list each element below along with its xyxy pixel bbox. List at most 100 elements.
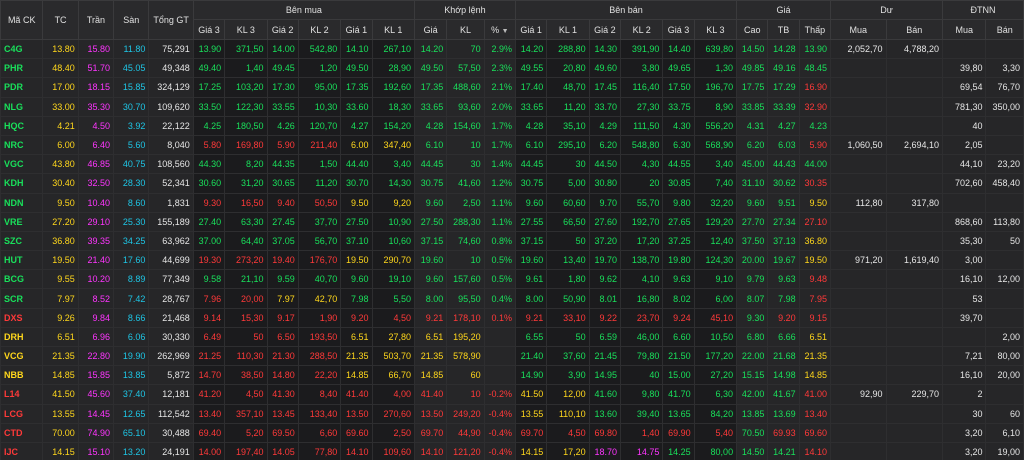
cell-sell-vol-1: 110,10 xyxy=(546,403,590,424)
cell-symbol[interactable]: SZC xyxy=(0,230,44,252)
col-total[interactable]: Tổng GT xyxy=(148,0,194,40)
cell-symbol[interactable]: HQC xyxy=(0,115,44,136)
cell-ceil: 74.90 xyxy=(77,422,115,443)
cell-buy-price-1: 44.40 xyxy=(340,154,373,175)
cell-symbol[interactable]: PDR xyxy=(0,77,44,98)
cell-sell-price-1: 69.70 xyxy=(514,422,548,443)
table-row[interactable]: C4G 13.80 15.80 11.80 75,291 13.90 371,50 14.00… xyxy=(0,38,1024,60)
col-ceil[interactable]: Trần xyxy=(77,0,115,40)
col-high[interactable]: Cao xyxy=(736,19,769,40)
cell-high: 20.00 xyxy=(736,250,769,271)
col-buy-vol-2[interactable]: KL 2 xyxy=(297,19,342,40)
table-row[interactable]: LCG 13.55 14.45 12.65 112,542 13.40 357,10 13.4… xyxy=(0,403,1024,424)
col-buy-price-1[interactable]: Giá 1 xyxy=(340,19,373,40)
col-buy-price-2[interactable]: Giá 2 xyxy=(266,19,299,40)
col-sell-vol-3[interactable]: KL 3 xyxy=(693,19,738,40)
cell-symbol[interactable]: VCG xyxy=(0,345,44,367)
col-sell-price-2[interactable]: Giá 2 xyxy=(588,19,621,40)
cell-avg: 30.62 xyxy=(767,173,800,194)
col-ref[interactable]: TC xyxy=(42,0,79,40)
cell-symbol[interactable]: NLG xyxy=(0,96,44,117)
cell-buy-vol-1: 10,90 xyxy=(371,211,415,232)
cell-symbol[interactable]: C4G xyxy=(0,38,44,60)
table-row[interactable]: HUT 19.50 21.40 17.60 44,699 19.30 273,20 19.40… xyxy=(0,250,1024,271)
col-buy-vol-1[interactable]: KL 1 xyxy=(371,19,415,40)
cell-symbol[interactable]: CTD xyxy=(0,422,44,443)
col-sell-vol-1[interactable]: KL 1 xyxy=(546,19,590,40)
cell-symbol[interactable]: SCR xyxy=(0,288,44,309)
col-match-price[interactable]: Giá xyxy=(413,19,448,40)
table-row[interactable]: NBB 14.85 15.85 13.85 5,872 14.70 38,50 14.80 22… xyxy=(0,365,1024,386)
col-match-pct[interactable]: % ▼ xyxy=(483,19,516,40)
cell-foreign-sell: 2,00 xyxy=(985,326,1024,348)
cell-buy-price-2: 41.30 xyxy=(266,384,299,405)
cell-buy-vol-2: 37,70 xyxy=(297,211,342,232)
cell-symbol[interactable]: PHR xyxy=(0,58,44,79)
cell-low: 16.90 xyxy=(798,77,832,98)
cell-symbol[interactable]: NRC xyxy=(0,134,44,156)
cell-buy-vol-3: 16,50 xyxy=(224,192,268,213)
table-row[interactable]: VRE 27.20 29.10 25.30 155,189 27.40 63,30 27.45… xyxy=(0,211,1024,232)
sort-desc-icon[interactable]: ▼ xyxy=(501,27,509,35)
table-row[interactable]: PDR 17.00 18.15 15.85 324,129 17.25 103,20 17.3… xyxy=(0,77,1024,98)
table-row[interactable]: HQC 4.21 4.50 3.92 22,122 4.25 180,50 4.26 120,7… xyxy=(0,115,1024,136)
cell-symbol[interactable]: KDH xyxy=(0,173,44,194)
cell-symbol[interactable]: VRE xyxy=(0,211,44,232)
col-sell-price-1[interactable]: Giá 1 xyxy=(514,19,548,40)
cell-symbol[interactable]: HUT xyxy=(0,250,44,271)
cell-remain-sell xyxy=(885,154,944,175)
table-row[interactable]: BCG 9.55 10.20 8.89 77,349 9.58 21,10 9.59 40,70… xyxy=(0,269,1024,290)
cell-buy-vol-3: 20,00 xyxy=(224,288,268,309)
col-sell-vol-2[interactable]: KL 2 xyxy=(619,19,664,40)
col-match-vol[interactable]: KL xyxy=(446,19,485,40)
col-low[interactable]: Thấp xyxy=(798,19,832,40)
table-row[interactable]: L14 41.50 45.60 37.40 12,181 41.20 4,50 41.30 8,… xyxy=(0,384,1024,405)
cell-match-price: 19.60 xyxy=(413,250,448,271)
cell-sell-price-1: 44.45 xyxy=(514,154,548,175)
cell-symbol[interactable]: DXS xyxy=(0,307,44,328)
cell-floor: 45.05 xyxy=(113,58,150,79)
table-row[interactable]: IJC 14.15 15.10 13.20 24,191 14.00 197,40 14.05… xyxy=(0,441,1024,460)
col-avg[interactable]: TB xyxy=(767,19,800,40)
table-row[interactable]: DRH 6.51 6.96 6.06 30,330 6.49 50 6.50 193,50 6.5… xyxy=(0,326,1024,348)
cell-sell-vol-3: 177,20 xyxy=(693,345,738,367)
col-remain-sell[interactable]: Bán xyxy=(885,19,944,40)
cell-foreign-buy xyxy=(942,326,987,348)
col-symbol[interactable]: Mã CK xyxy=(0,0,44,40)
cell-symbol[interactable]: IJC xyxy=(0,441,44,460)
table-row[interactable]: KDH 30.40 32.50 28.30 52,341 30.60 31,20 30.65 1… xyxy=(0,173,1024,194)
col-buy-price-3[interactable]: Giá 3 xyxy=(192,19,226,40)
cell-buy-vol-1: 2,50 xyxy=(371,422,415,443)
table-row[interactable]: SCR 7.97 8.52 7.42 28,767 7.96 20,00 7.97 42,70 7… xyxy=(0,288,1024,309)
table-row[interactable]: VGC 43.80 46.85 40.75 108,560 44.30 8,20 44.35 1… xyxy=(0,154,1024,175)
cell-symbol[interactable]: NBB xyxy=(0,365,44,386)
cell-buy-price-1: 17.35 xyxy=(340,77,373,98)
col-buy-vol-3[interactable]: KL 3 xyxy=(224,19,268,40)
cell-sell-price-2: 41.60 xyxy=(588,384,621,405)
cell-remain-buy: 971,20 xyxy=(830,250,887,271)
cell-low: 21.35 xyxy=(798,345,832,367)
table-row[interactable]: VCG 21.35 22.80 19.90 262,969 21.25 110,30 21.3… xyxy=(0,345,1024,367)
table-row[interactable]: SZC 36.80 39.35 34.25 63,962 37.00 64,40 37.05 5… xyxy=(0,230,1024,252)
cell-symbol[interactable]: VGC xyxy=(0,154,44,175)
table-row[interactable]: NDN 9.50 10.40 8.60 1,831 9.30 16,50 9.40 50,50 9… xyxy=(0,192,1024,213)
col-remain-buy[interactable]: Mua xyxy=(830,19,887,40)
table-row[interactable]: DXS 9.26 9.84 8.66 21,468 9.14 15,30 9.17 1,90 9.… xyxy=(0,307,1024,328)
cell-symbol[interactable]: DRH xyxy=(0,326,44,348)
cell-floor: 40.75 xyxy=(113,154,150,175)
cell-symbol[interactable]: LCG xyxy=(0,403,44,424)
cell-symbol[interactable]: NDN xyxy=(0,192,44,213)
table-row[interactable]: PHR 48.40 51.70 45.05 49,348 49.40 1,40 49.45 1,… xyxy=(0,58,1024,79)
cell-sell-price-2: 18.70 xyxy=(588,441,621,460)
table-row[interactable]: NRC 6.00 6.40 5.60 8,040 5.80 169,80 5.90 211,40… xyxy=(0,134,1024,156)
col-foreign-buy[interactable]: Mua xyxy=(942,19,987,40)
cell-sell-vol-2: 40 xyxy=(619,365,664,386)
table-row[interactable]: CTD 70.00 74.90 65.10 30,488 69.40 5,20 69.50 6,… xyxy=(0,422,1024,443)
cell-symbol[interactable]: L14 xyxy=(0,384,44,405)
cell-avg: 44.43 xyxy=(767,154,800,175)
col-floor[interactable]: Sàn xyxy=(113,0,150,40)
cell-symbol[interactable]: BCG xyxy=(0,269,44,290)
col-sell-price-3[interactable]: Giá 3 xyxy=(662,19,695,40)
col-foreign-sell[interactable]: Bán xyxy=(985,19,1024,40)
table-row[interactable]: NLG 33.00 35.30 30.70 109,620 33.50 122,30 33.5… xyxy=(0,96,1024,117)
